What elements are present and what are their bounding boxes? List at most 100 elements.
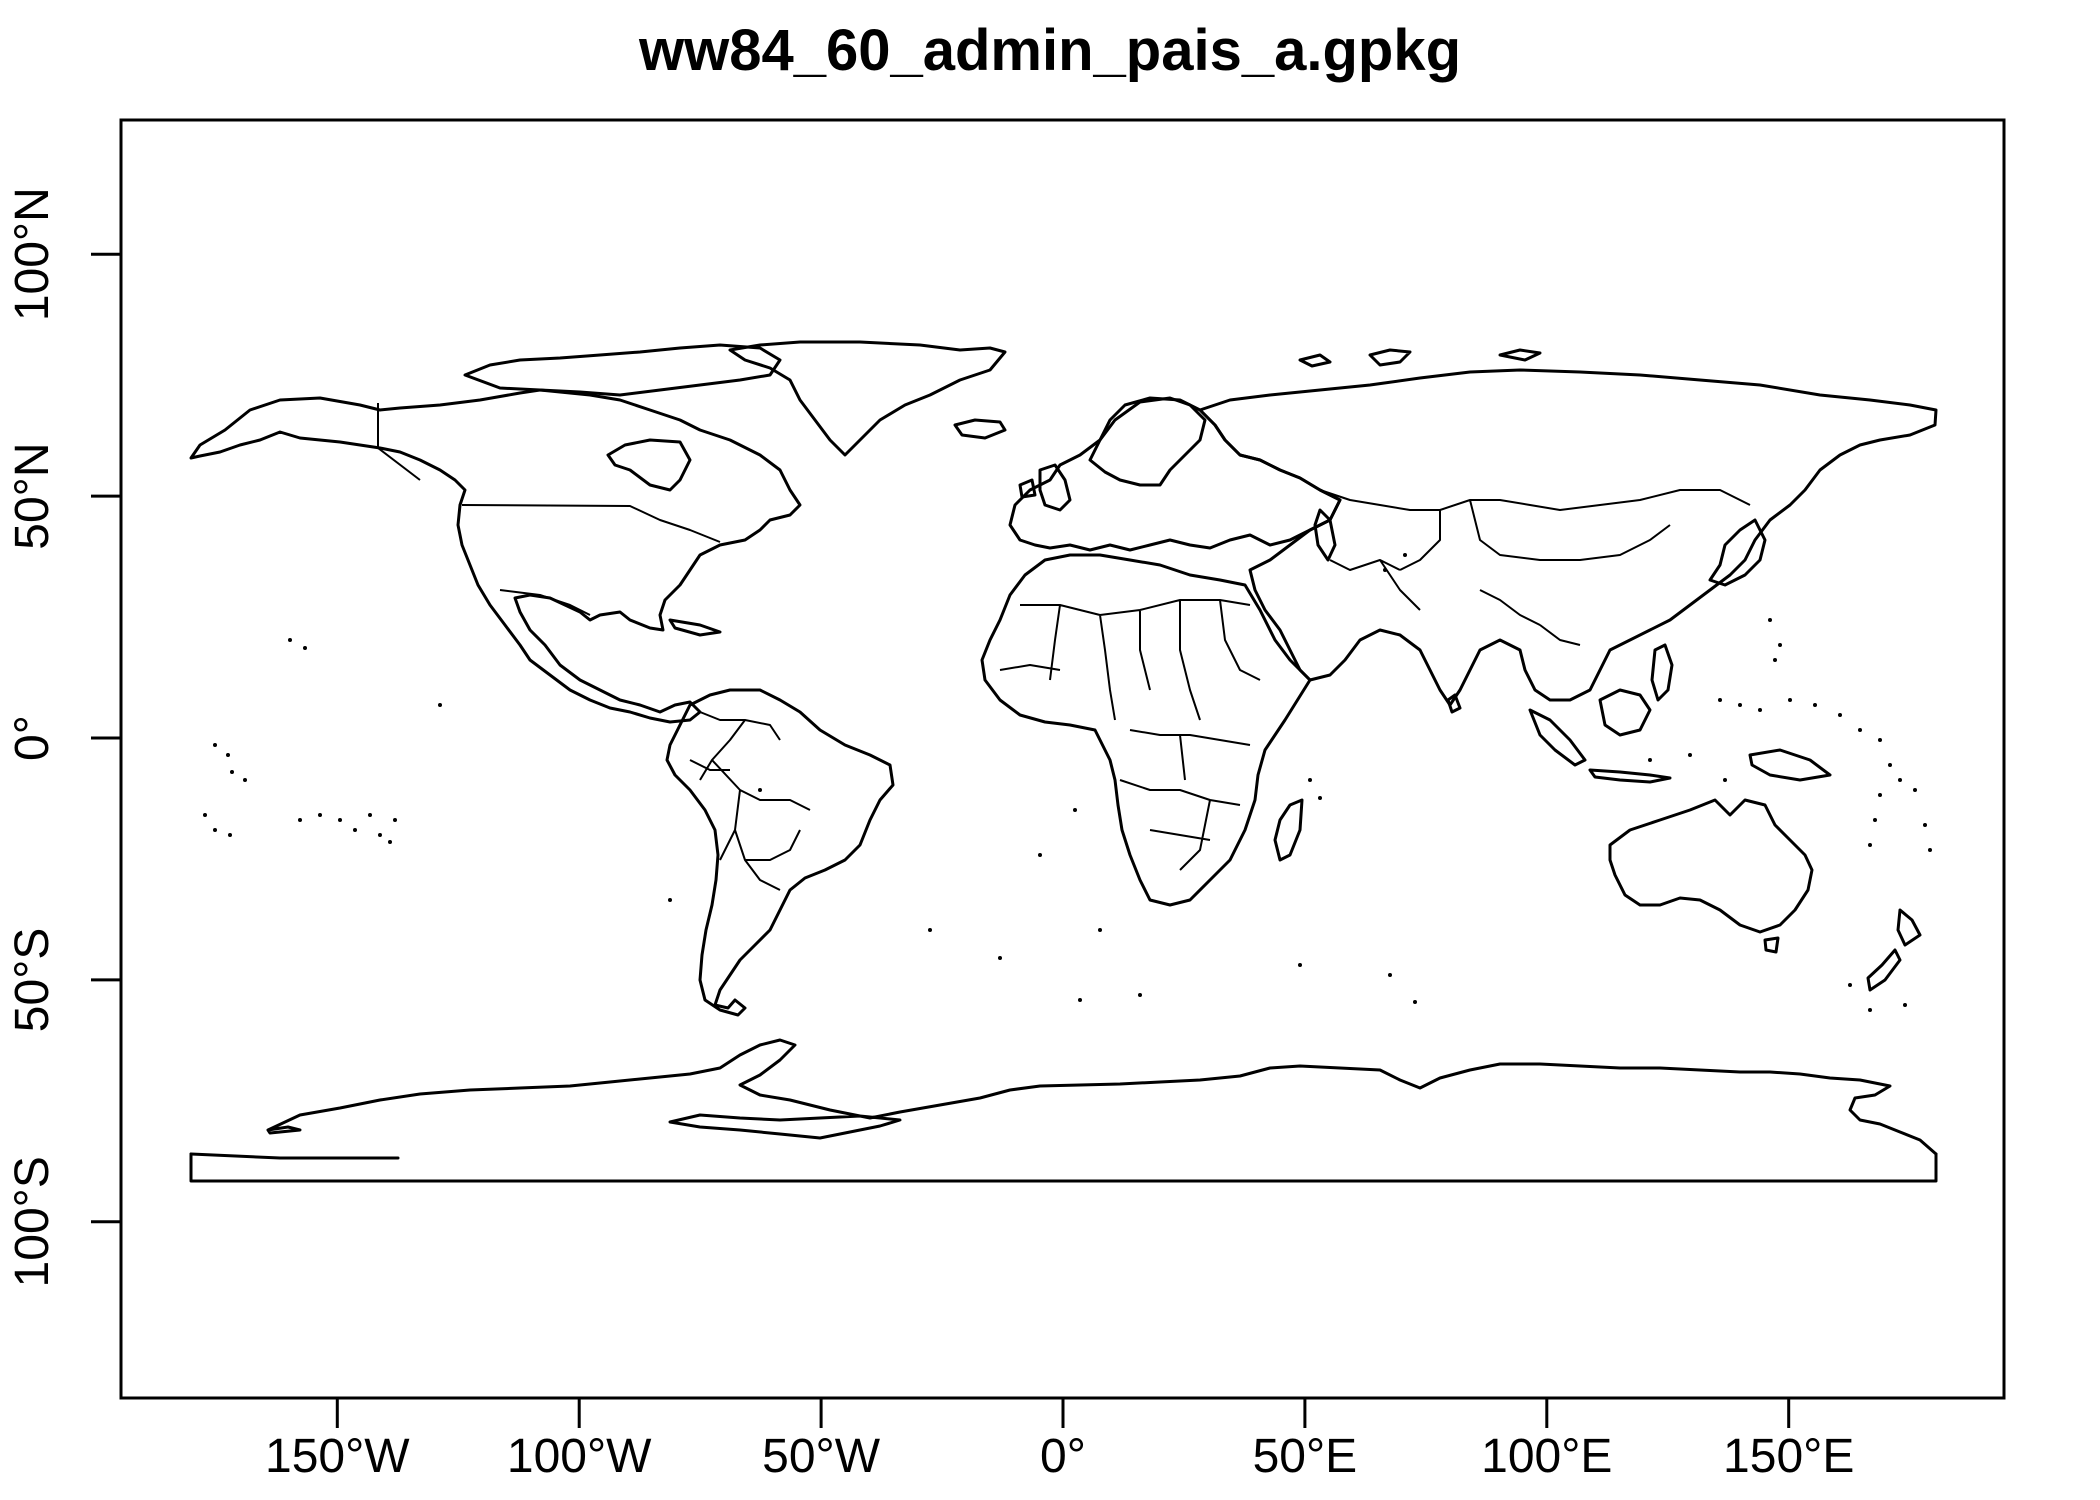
island-dot — [1298, 963, 1302, 967]
y-tick-label: 0° — [6, 715, 59, 761]
island-dot — [1813, 703, 1817, 707]
island-dot — [318, 813, 322, 817]
island-dot — [1138, 993, 1142, 997]
south-america-borders — [689, 711, 811, 891]
island-dots — [203, 553, 1932, 1012]
island-dot — [1928, 848, 1932, 852]
plot-frame — [119, 118, 2006, 1400]
madagascar — [1273, 798, 1304, 862]
british-isles — [1018, 463, 1072, 512]
caspian-sea — [1313, 508, 1337, 562]
greenland — [728, 340, 1007, 457]
asia-borders — [1299, 477, 1751, 646]
island-dot — [438, 703, 442, 707]
island-dot — [1873, 818, 1877, 822]
island-dot — [1723, 778, 1727, 782]
island-dot — [1778, 643, 1782, 647]
island-dot — [378, 833, 382, 837]
x-tick-label: 150°E — [1723, 1430, 1854, 1483]
island-dot — [1773, 658, 1777, 662]
island-dot — [1923, 823, 1927, 827]
island-dot — [1688, 753, 1692, 757]
island-dot — [228, 833, 232, 837]
north-america-outline — [189, 388, 802, 724]
island-dot — [1403, 553, 1407, 557]
antarctica-extent-box — [189, 1152, 1938, 1183]
arctic-archipelago — [463, 343, 782, 397]
africa-outline — [980, 553, 1312, 907]
japan — [1708, 518, 1767, 587]
island-dot — [213, 743, 217, 747]
y-tick-label: 100°N — [6, 187, 59, 321]
island-dot — [1758, 708, 1762, 712]
island-dot — [1868, 1008, 1872, 1012]
island-dot — [1768, 618, 1772, 622]
island-dot — [226, 753, 230, 757]
australia — [1608, 798, 1814, 934]
island-dot — [998, 956, 1002, 960]
island-dot — [1038, 853, 1042, 857]
island-dot — [1073, 808, 1077, 812]
island-dot — [230, 770, 234, 774]
island-dot — [388, 840, 392, 844]
tasmania — [1763, 936, 1780, 954]
island-dot — [1788, 698, 1792, 702]
island-dot — [1858, 728, 1862, 732]
island-dot — [1898, 778, 1902, 782]
x-tick-label: 0° — [1040, 1430, 1086, 1483]
island-dot — [1913, 788, 1917, 792]
philippines — [1650, 643, 1674, 702]
y-tick-label: 100°S — [6, 1156, 59, 1287]
map-geometry — [189, 340, 1938, 1183]
y-axis: 100°N 50°N 0° 50°S 100°S — [6, 187, 121, 1287]
new-zealand — [1866, 908, 1922, 992]
island-dot — [1648, 758, 1652, 762]
iceland — [953, 418, 1007, 440]
antarctica-outline — [189, 1038, 1938, 1160]
island-dot — [1878, 738, 1882, 742]
x-tick-label: 150°W — [265, 1430, 410, 1483]
hudson-bay — [606, 438, 692, 492]
indonesia-borneo — [1598, 688, 1652, 737]
alaska-border — [377, 403, 421, 481]
map-title: ww84_60_admin_pais_a.gpkg — [638, 18, 1462, 83]
y-tick-label: 50°N — [6, 442, 59, 549]
island-dot — [1868, 843, 1872, 847]
us-mexico-border — [499, 589, 591, 616]
island-dot — [213, 828, 217, 832]
island-dot — [1098, 928, 1102, 932]
island-dot — [928, 928, 932, 932]
africa-borders — [999, 599, 1261, 871]
island-dot — [393, 818, 397, 822]
island-dot — [1078, 998, 1082, 1002]
indonesia-sumatra — [1528, 708, 1587, 767]
island-dot — [1838, 713, 1842, 717]
cuba — [668, 618, 722, 637]
island-dot — [1903, 1003, 1907, 1007]
us-canada-border — [461, 504, 721, 543]
sri-lanka — [1446, 693, 1462, 714]
island-dot — [243, 778, 247, 782]
island-dot — [368, 813, 372, 817]
island-dot — [353, 828, 357, 832]
x-tick-label: 50°E — [1253, 1430, 1358, 1483]
island-dot — [758, 788, 762, 792]
new-guinea — [1748, 748, 1832, 782]
island-dot — [1308, 778, 1312, 782]
island-dot — [1318, 796, 1322, 800]
island-dot — [1888, 763, 1892, 767]
island-dot — [668, 898, 672, 902]
island-dot — [1848, 983, 1852, 987]
y-tick-label: 50°S — [6, 928, 59, 1033]
russian-arctic-islands — [1298, 348, 1542, 368]
scandinavia — [1088, 396, 1207, 487]
island-dot — [338, 818, 342, 822]
x-tick-label: 100°E — [1481, 1430, 1612, 1483]
x-tick-label: 100°W — [507, 1430, 652, 1483]
south-america-outline — [665, 688, 895, 1017]
island-dot — [1718, 698, 1722, 702]
island-dot — [288, 638, 292, 642]
island-dot — [298, 818, 302, 822]
island-dot — [1738, 703, 1742, 707]
